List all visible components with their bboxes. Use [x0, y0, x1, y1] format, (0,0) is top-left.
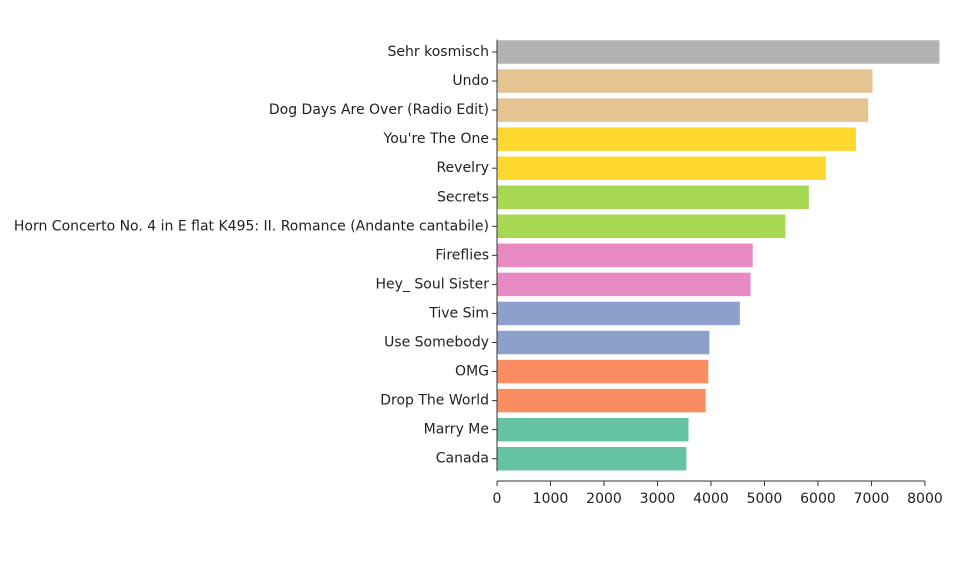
- x-tick-label: 5000: [747, 491, 783, 507]
- bar: [497, 40, 940, 64]
- y-tick-label: Secrets: [437, 189, 489, 205]
- y-tick-label: Drop The World: [380, 393, 489, 409]
- bar: [497, 214, 786, 239]
- y-tick-label: Fireflies: [435, 247, 489, 263]
- bar: [497, 388, 706, 413]
- x-tick-label: 2000: [586, 491, 622, 507]
- bar: [497, 185, 809, 209]
- y-tick-label: Marry Me: [424, 422, 489, 438]
- bar: [497, 69, 873, 93]
- x-tick-label: 0: [493, 491, 502, 507]
- y-tick-label: Tive Sim: [428, 305, 489, 321]
- bar: [497, 98, 869, 122]
- y-tick-label: Horn Concerto No. 4 in E flat K495: II. …: [14, 218, 489, 234]
- bar: [497, 156, 826, 180]
- bar: [497, 417, 689, 442]
- y-tick-label: You're The One: [383, 131, 490, 147]
- bar: [497, 301, 740, 326]
- bar: [497, 243, 753, 268]
- x-tick-label: 4000: [693, 491, 729, 507]
- y-tick-label: Revelry: [436, 160, 489, 176]
- y-tick-label: Canada: [436, 451, 489, 467]
- x-tick-label: 3000: [640, 491, 676, 507]
- y-tick-label: Hey_ Soul Sister: [376, 276, 490, 292]
- y-tick-label: Dog Days Are Over (Radio Edit): [269, 102, 489, 118]
- bar: [497, 127, 856, 151]
- y-tick-label: OMG: [455, 364, 489, 380]
- x-axis: 0 1000 2000 3000 4000 5000 6000 7000 8000: [493, 481, 943, 507]
- x-tick-label: 7000: [854, 491, 890, 507]
- bars-group: [497, 40, 940, 471]
- bar: [497, 446, 687, 471]
- y-tick-labels: Sehr kosmisch Undo Dog Days Are Over (Radi…: [14, 44, 497, 467]
- y-tick-label: Use Somebody: [384, 335, 489, 351]
- y-tick-label: Sehr kosmisch: [388, 44, 489, 60]
- y-tick-label: Undo: [452, 73, 489, 89]
- x-tick-label: 8000: [907, 491, 943, 507]
- x-tick-label: 6000: [800, 491, 836, 507]
- bar: [497, 359, 709, 384]
- x-tick-label: 1000: [533, 491, 569, 507]
- bar: [497, 272, 751, 297]
- bar: [497, 330, 710, 355]
